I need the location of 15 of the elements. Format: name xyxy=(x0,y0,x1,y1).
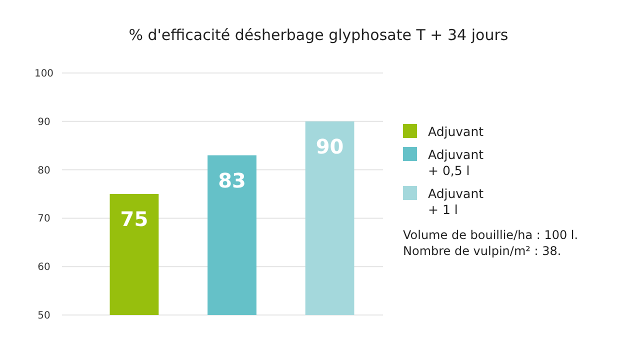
y-tick-label: 60 xyxy=(38,262,50,274)
legend-label: Adjuvant xyxy=(428,124,484,139)
y-tick-label: 100 xyxy=(34,68,54,80)
data-label: 90 xyxy=(316,134,344,158)
legend-label: Adjuvant + 1 l xyxy=(428,186,484,217)
text: Nombre de vulpin/m² : 38. xyxy=(403,244,562,258)
data-label: 83 xyxy=(218,168,246,192)
y-tick-label: 70 xyxy=(38,214,50,225)
chart-title: % d'efficacité désherbage glyphosate T + 34 jours xyxy=(128,26,508,44)
text: Volume de bouillie/ha : 100 l. xyxy=(403,228,578,242)
y-tick-label: 90 xyxy=(38,116,50,128)
y-tick-label: 50 xyxy=(38,310,50,322)
legend-label: Adjuvant + 0,5 l xyxy=(428,147,484,178)
y-tick-label: 80 xyxy=(38,165,50,176)
data-label: 75 xyxy=(120,207,148,231)
